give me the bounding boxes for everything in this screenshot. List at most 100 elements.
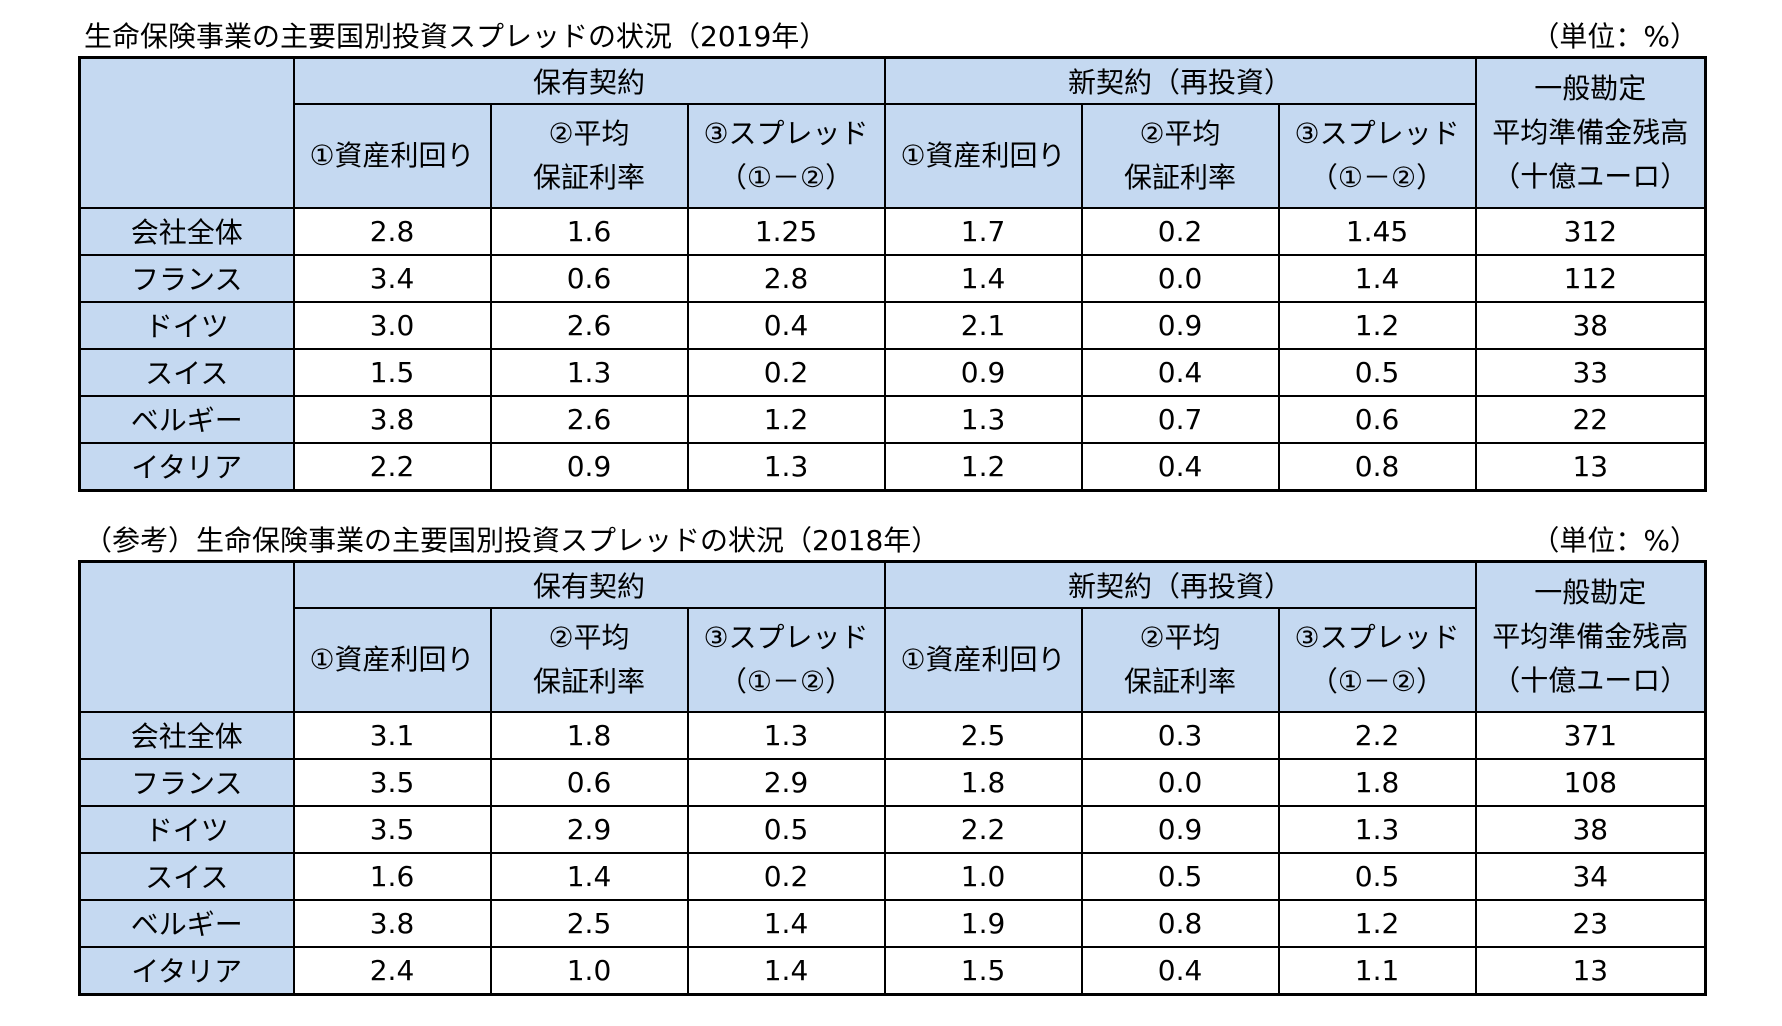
cell-value: 2.4: [292, 945, 492, 995]
cell-value: 1.8: [1277, 757, 1477, 807]
cell-value: 1.3: [686, 441, 886, 491]
col-header-avg-rate: ②平均 保証利率: [489, 606, 689, 713]
spread-table-2019: 保有契約 新契約（再投資） 一般勘定 平均準備金残高 （十億ユーロ） ①資産利回…: [78, 56, 1708, 492]
cell-value: 2.9: [686, 757, 886, 807]
cell-value: 0.6: [1277, 394, 1477, 444]
col-header-avg-rate-line2: 保証利率: [1124, 160, 1237, 194]
cell-value: 38: [1474, 300, 1707, 350]
cell-value: 0.9: [1080, 300, 1280, 350]
col-header-spread-line1: ③スプレッド: [1294, 116, 1460, 150]
cell-value: 23: [1474, 898, 1707, 948]
col-header-reserve-line2: 平均準備金残高: [1492, 115, 1689, 149]
cell-value: 3.0: [292, 300, 492, 350]
cell-value: 0.5: [1277, 347, 1477, 397]
table-row: フランス 3.4 0.6 2.8 1.4 0.0 1.4 112: [78, 253, 1707, 303]
cell-value: 3.1: [292, 710, 492, 760]
cell-value: 13: [1474, 945, 1707, 995]
col-header-avg-rate: ②平均 保証利率: [1080, 102, 1280, 209]
table-caption: （参考）生命保険事業の主要国別投資スプレッドの状況（2018年） （単位：%）: [78, 522, 1704, 560]
row-label: スイス: [78, 347, 295, 397]
row-label: スイス: [78, 851, 295, 901]
cell-value: 33: [1474, 347, 1707, 397]
row-label: フランス: [78, 757, 295, 807]
col-header-avg-rate: ②平均 保証利率: [489, 102, 689, 209]
table-row: ドイツ 3.5 2.9 0.5 2.2 0.9 1.3 38: [78, 804, 1707, 854]
table-row: ベルギー 3.8 2.5 1.4 1.9 0.8 1.2 23: [78, 898, 1707, 948]
table-row: ベルギー 3.8 2.6 1.2 1.3 0.7 0.6 22: [78, 394, 1707, 444]
cell-value: 1.4: [1277, 253, 1477, 303]
cell-value: 2.5: [489, 898, 689, 948]
cell-value: 1.2: [1277, 300, 1477, 350]
corner-header-cell: [78, 560, 295, 713]
col-header-spread: ③スプレッド （①－②）: [686, 606, 886, 713]
cell-value: 0.7: [1080, 394, 1280, 444]
cell-value: 2.2: [883, 804, 1083, 854]
col-header-spread-line2: （①－②）: [718, 160, 854, 194]
cell-value: 0.9: [883, 347, 1083, 397]
row-label: ベルギー: [78, 898, 295, 948]
cell-value: 1.6: [489, 206, 689, 256]
cell-value: 22: [1474, 394, 1707, 444]
group-header-new: 新契約（再投資）: [883, 560, 1477, 609]
cell-value: 0.2: [686, 347, 886, 397]
col-header-spread: ③スプレッド （①－②）: [686, 102, 886, 209]
col-header-reserve: 一般勘定 平均準備金残高 （十億ユーロ）: [1474, 56, 1707, 209]
cell-value: 2.8: [292, 206, 492, 256]
col-header-avg-rate-line1: ②平均: [1139, 620, 1221, 654]
cell-value: 2.5: [883, 710, 1083, 760]
cell-value: 1.25: [686, 206, 886, 256]
row-label: イタリア: [78, 441, 295, 491]
col-header-reserve-line3: （十億ユーロ）: [1492, 663, 1689, 697]
group-header-existing: 保有契約: [292, 56, 886, 105]
cell-value: 0.6: [489, 757, 689, 807]
table-row: スイス 1.5 1.3 0.2 0.9 0.4 0.5 33: [78, 347, 1707, 397]
row-label: ベルギー: [78, 394, 295, 444]
cell-value: 1.1: [1277, 945, 1477, 995]
col-header-reserve: 一般勘定 平均準備金残高 （十億ユーロ）: [1474, 560, 1707, 713]
cell-value: 3.5: [292, 757, 492, 807]
cell-value: 0.5: [1080, 851, 1280, 901]
cell-value: 34: [1474, 851, 1707, 901]
col-header-reserve-line1: 一般勘定: [1534, 71, 1647, 105]
cell-value: 0.5: [1277, 851, 1477, 901]
col-header-spread-line2: （①－②）: [1309, 160, 1445, 194]
cell-value: 2.1: [883, 300, 1083, 350]
table-row: フランス 3.5 0.6 2.9 1.8 0.0 1.8 108: [78, 757, 1707, 807]
row-label: フランス: [78, 253, 295, 303]
cell-value: 3.5: [292, 804, 492, 854]
col-header-reserve-line2: 平均準備金残高: [1492, 619, 1689, 653]
col-header-spread-line1: ③スプレッド: [703, 620, 869, 654]
unit-label: （単位：%）: [1531, 20, 1698, 53]
table-row: 会社全体 3.1 1.8 1.3 2.5 0.3 2.2 371: [78, 710, 1707, 760]
cell-value: 1.45: [1277, 206, 1477, 256]
cell-value: 0.3: [1080, 710, 1280, 760]
col-header-spread-line1: ③スプレッド: [703, 116, 869, 150]
spread-table-2018-section: （参考）生命保険事業の主要国別投資スプレッドの状況（2018年） （単位：%） …: [78, 522, 1708, 996]
table-row: イタリア 2.4 1.0 1.4 1.5 0.4 1.1 13: [78, 945, 1707, 995]
cell-value: 1.5: [292, 347, 492, 397]
table-title: 生命保険事業の主要国別投資スプレッドの状況（2019年）: [84, 20, 828, 53]
row-label: 会社全体: [78, 206, 295, 256]
group-header-new: 新契約（再投資）: [883, 56, 1477, 105]
table-caption: 生命保険事業の主要国別投資スプレッドの状況（2019年） （単位：%）: [78, 18, 1704, 56]
cell-value: 3.8: [292, 898, 492, 948]
cell-value: 0.8: [1080, 898, 1280, 948]
cell-value: 2.6: [489, 394, 689, 444]
col-header-avg-rate-line2: 保証利率: [1124, 664, 1237, 698]
group-header-existing: 保有契約: [292, 560, 886, 609]
cell-value: 1.4: [489, 851, 689, 901]
cell-value: 0.5: [686, 804, 886, 854]
row-label: ドイツ: [78, 300, 295, 350]
col-header-avg-rate-line1: ②平均: [1139, 116, 1221, 150]
table-row: イタリア 2.2 0.9 1.3 1.2 0.4 0.8 13: [78, 441, 1707, 491]
table-row: スイス 1.6 1.4 0.2 1.0 0.5 0.5 34: [78, 851, 1707, 901]
cell-value: 1.0: [883, 851, 1083, 901]
col-header-reserve-line1: 一般勘定: [1534, 575, 1647, 609]
col-header-spread-line2: （①－②）: [718, 664, 854, 698]
cell-value: 0.8: [1277, 441, 1477, 491]
col-header-asset-yield: ①資産利回り: [292, 606, 492, 713]
cell-value: 0.0: [1080, 757, 1280, 807]
cell-value: 1.8: [489, 710, 689, 760]
cell-value: 13: [1474, 441, 1707, 491]
col-header-avg-rate-line1: ②平均: [548, 620, 630, 654]
